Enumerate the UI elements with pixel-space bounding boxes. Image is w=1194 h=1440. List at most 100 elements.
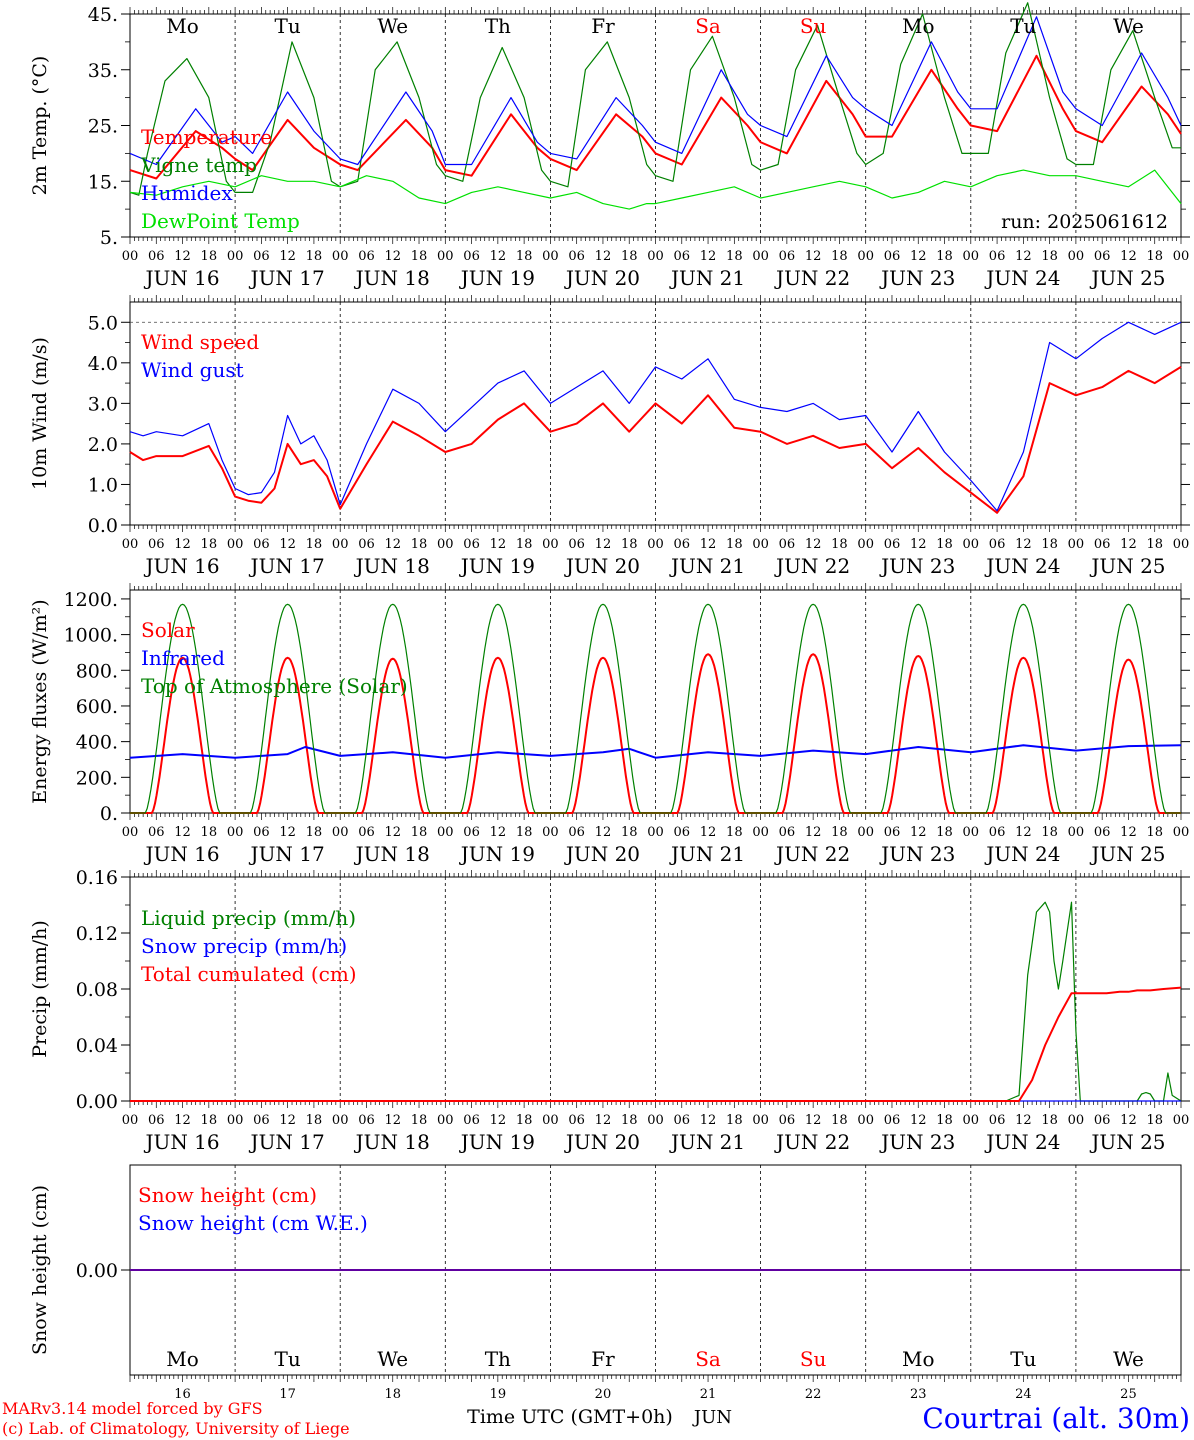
- date-label: JUN 25: [1089, 842, 1165, 866]
- weekday-label-top: Tu: [1010, 14, 1036, 38]
- hour-tick-label: 00: [647, 249, 664, 264]
- y-tick-label: 15.: [88, 171, 118, 193]
- legend-infrared: Infrared: [141, 646, 225, 670]
- hour-tick-label: 00: [647, 1113, 664, 1128]
- date-label: JUN 25: [1089, 554, 1165, 578]
- day-number-label: 16: [174, 1387, 191, 1402]
- date-label: JUN 19: [459, 842, 535, 866]
- hour-tick-label: 00: [437, 537, 454, 552]
- hour-tick-label: 06: [253, 825, 270, 840]
- hour-tick-label: 12: [279, 249, 296, 264]
- hour-tick-label: 18: [1146, 249, 1163, 264]
- day-number-label: 20: [595, 1387, 612, 1402]
- series-line-temperature: [129, 54, 1182, 180]
- hour-tick-label: 00: [437, 825, 454, 840]
- y-tick-label: 0.00: [76, 1091, 118, 1113]
- hour-tick-label: 00: [963, 249, 980, 264]
- series-line-dewpoint-temp: [129, 169, 1182, 210]
- weekday-label-bottom: Th: [485, 1347, 511, 1371]
- y-tick-label: 4.0: [88, 353, 118, 375]
- date-label: JUN 22: [774, 554, 850, 578]
- y-tick-label: 5.: [100, 227, 118, 249]
- date-label: JUN 21: [669, 266, 745, 290]
- hour-tick-label: 18: [1146, 825, 1163, 840]
- weekday-label-bottom: Tu: [275, 1347, 301, 1371]
- date-label: JUN 22: [774, 1130, 850, 1154]
- hour-tick-label: 06: [779, 537, 796, 552]
- hour-tick-label: 12: [490, 1113, 507, 1128]
- hour-tick-label: 18: [201, 1113, 218, 1128]
- panel-1: [121, 2, 1190, 244]
- hour-tick-label: 00: [227, 249, 244, 264]
- legend-total-cumulated-cm-: Total cumulated (cm): [141, 962, 357, 986]
- date-label: JUN 21: [669, 842, 745, 866]
- hour-tick-label: 06: [674, 249, 691, 264]
- hour-tick-label: 00: [857, 825, 874, 840]
- hour-tick-label: 00: [1068, 1113, 1085, 1128]
- hour-tick-label: 18: [306, 1113, 323, 1128]
- hour-tick-label: 06: [1094, 1113, 1111, 1128]
- hour-tick-label: 12: [805, 825, 822, 840]
- y-tick-label: 25.: [88, 116, 118, 138]
- weekday-label-bottom: We: [377, 1347, 408, 1371]
- hour-tick-label: 00: [647, 825, 664, 840]
- weekday-label-bottom: Su: [800, 1347, 827, 1371]
- day-number-label: 17: [279, 1387, 296, 1402]
- hour-tick-label: 00: [332, 825, 349, 840]
- hour-tick-label: 12: [174, 249, 191, 264]
- day-number-label: 24: [1015, 1387, 1032, 1402]
- weekday-label-bottom: Fr: [591, 1347, 615, 1371]
- hour-tick-label: 00: [752, 249, 769, 264]
- hour-tick-label: 06: [1094, 537, 1111, 552]
- hour-tick-label: 18: [621, 537, 638, 552]
- hour-tick-label: 00: [122, 249, 139, 264]
- hour-tick-label: 00: [122, 1113, 139, 1128]
- hour-tick-label: 12: [1015, 825, 1032, 840]
- day-number-label: 18: [384, 1387, 401, 1402]
- hour-tick-label: 12: [279, 537, 296, 552]
- legend-wind-gust: Wind gust: [141, 358, 244, 382]
- date-label: JUN 24: [984, 266, 1060, 290]
- hour-tick-label: 12: [805, 249, 822, 264]
- date-label: JUN 24: [984, 1130, 1060, 1154]
- hour-tick-label: 12: [700, 249, 717, 264]
- hour-tick-label: 06: [253, 1113, 270, 1128]
- station-label: Courtrai (alt. 30m): [922, 1402, 1190, 1435]
- hour-tick-label: 12: [1015, 537, 1032, 552]
- legend-snow-height-cm-: Snow height (cm): [138, 1183, 317, 1207]
- hour-tick-label: 00: [542, 249, 559, 264]
- hour-tick-label: 18: [411, 1113, 428, 1128]
- y-tick-label: 3.0: [88, 393, 118, 415]
- hour-tick-label: 12: [910, 249, 927, 264]
- hour-tick-label: 18: [831, 537, 848, 552]
- hour-tick-label: 06: [674, 825, 691, 840]
- hour-tick-label: 18: [726, 825, 743, 840]
- hour-tick-label: 06: [463, 1113, 480, 1128]
- date-label: JUN 16: [143, 554, 219, 578]
- panel-4: [121, 870, 1190, 1108]
- hour-tick-label: 06: [779, 249, 796, 264]
- y-tick-label: 1200.: [64, 589, 118, 611]
- hour-tick-label: 00: [542, 825, 559, 840]
- legend-liquid-precip-mm-h-: Liquid precip (mm/h): [141, 906, 356, 930]
- hour-tick-label: 00: [963, 1113, 980, 1128]
- series-line-total-cumulated-cm-: [130, 986, 1182, 1102]
- series-line-vigne-temp: [129, 2, 1181, 196]
- hour-tick-label: 06: [1094, 249, 1111, 264]
- series-line-humidex: [129, 16, 1182, 166]
- weekday-label-bottom: Mo: [902, 1347, 935, 1371]
- hour-tick-label: 00: [122, 825, 139, 840]
- hour-tick-label: 06: [358, 1113, 375, 1128]
- hour-tick-label: 00: [1173, 825, 1190, 840]
- date-label: JUN 16: [143, 1130, 219, 1154]
- y-tick-label: 45.: [88, 4, 118, 26]
- weekday-label-bottom: Sa: [695, 1347, 721, 1371]
- hour-tick-label: 18: [621, 1113, 638, 1128]
- hour-tick-label: 18: [1041, 825, 1058, 840]
- weekday-label-top: Fr: [591, 14, 615, 38]
- hour-tick-label: 18: [201, 825, 218, 840]
- hour-tick-label: 18: [726, 1113, 743, 1128]
- hour-tick-label: 12: [279, 1113, 296, 1128]
- date-label: JUN 20: [564, 1130, 640, 1154]
